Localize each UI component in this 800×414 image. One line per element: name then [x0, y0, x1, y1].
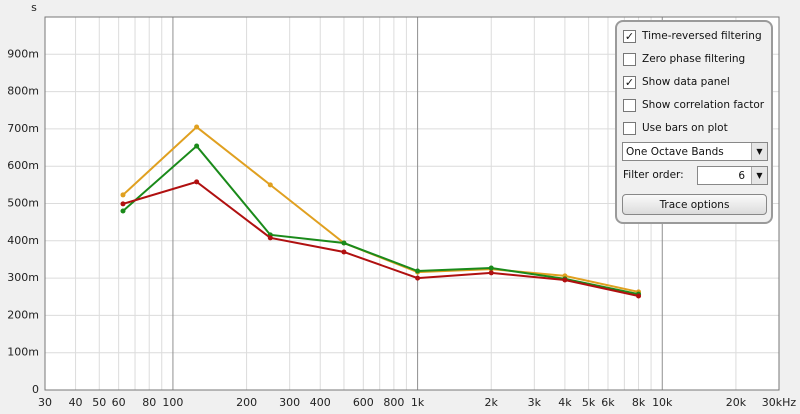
y-tick-label: 0: [32, 383, 39, 396]
x-tick-label: 800: [383, 396, 404, 409]
series-line: [122, 144, 639, 296]
data-point: [267, 235, 273, 241]
trace-options-button[interactable]: Trace options: [622, 194, 767, 215]
checkbox[interactable]: [623, 98, 636, 112]
y-tick-label: 800m: [7, 85, 39, 98]
y-tick-label: 900m: [7, 47, 39, 60]
series-line: [122, 180, 639, 297]
option-label: Show data panel: [642, 76, 730, 88]
checkbox[interactable]: [623, 52, 636, 66]
data-point: [415, 268, 421, 274]
x-tick-label: 80: [142, 396, 156, 409]
data-point: [194, 143, 200, 149]
y-tick-label: 100m: [7, 346, 39, 359]
x-tick-label: 400: [310, 396, 331, 409]
y-tick-label: 400m: [7, 234, 39, 247]
x-tick-label: 5k: [582, 396, 596, 409]
x-tick-label: 600: [353, 396, 374, 409]
option[interactable]: Zero phase filtering: [623, 51, 745, 67]
checkbox[interactable]: ✓: [623, 29, 636, 43]
data-point: [562, 277, 568, 283]
x-tick-label: 3k: [528, 396, 542, 409]
x-tick-label: 20k: [726, 396, 747, 409]
data-point: [636, 293, 642, 299]
plot-border: [44, 16, 780, 391]
data-point: [120, 208, 126, 214]
data-point: [194, 124, 200, 130]
data-point: [341, 249, 347, 255]
data-point: [488, 270, 494, 276]
filter-order-select[interactable]: 6 ▼: [697, 166, 768, 185]
x-tick-label: 60: [112, 396, 126, 409]
y-axis-label: s: [31, 1, 37, 14]
option[interactable]: ✓ Show data panel: [623, 74, 730, 90]
checkbox[interactable]: ✓: [623, 75, 636, 89]
marks: [120, 124, 642, 299]
band-select-text: One Octave Bands: [626, 145, 724, 158]
x-tick-label: 30kHz: [762, 396, 797, 409]
filter-order-value: 6: [738, 169, 745, 182]
data-point: [120, 201, 126, 207]
y-tick-label: 300m: [7, 271, 39, 284]
data-point: [415, 275, 421, 281]
x-tick-label: 2k: [485, 396, 499, 409]
option-label: Time-reversed filtering: [642, 30, 762, 42]
option[interactable]: Show correlation factor: [623, 97, 764, 113]
x-tick-label: 50: [92, 396, 106, 409]
option-label: Zero phase filtering: [642, 53, 746, 65]
dropdown-arrow: ▼: [751, 167, 767, 184]
control-panel: ✓ Time-reversed filtering Zero phase filte…: [615, 20, 773, 224]
data-point: [120, 192, 126, 198]
option-label: Show correlation factor: [642, 99, 765, 111]
data-point: [341, 240, 347, 246]
x-tick-label: 4k: [558, 396, 572, 409]
x-tick-label: 6k: [601, 396, 615, 409]
y-tick-label: 600m: [7, 159, 39, 172]
y-tick-label: 700m: [7, 122, 39, 135]
x-tick-label: 40: [69, 396, 83, 409]
button-text: Trace options: [659, 198, 730, 211]
option[interactable]: Use bars on plot: [623, 120, 728, 136]
y-tick-label: 200m: [7, 308, 39, 321]
dropdown-arrow: ▼: [751, 143, 767, 160]
band-select[interactable]: One Octave Bands ▼: [622, 142, 768, 161]
option[interactable]: ✓ Time-reversed filtering: [623, 28, 762, 44]
y-tick-label: 500m: [7, 197, 39, 210]
x-tick-label: 10k: [652, 396, 673, 409]
x-tick-label: 200: [236, 396, 257, 409]
data-point: [488, 265, 494, 271]
checkbox[interactable]: [623, 121, 636, 135]
x-tick-label: 1k: [411, 396, 425, 409]
filter-order-label: Filter order:: [623, 169, 684, 181]
option-label: Use bars on plot: [642, 122, 728, 134]
x-tick-label: 300: [279, 396, 300, 409]
x-tick-label: 8k: [632, 396, 646, 409]
data-point: [194, 179, 200, 185]
data-point: [267, 182, 273, 188]
x-tick-label: 100: [162, 396, 183, 409]
x-tick-label: 30: [38, 396, 52, 409]
